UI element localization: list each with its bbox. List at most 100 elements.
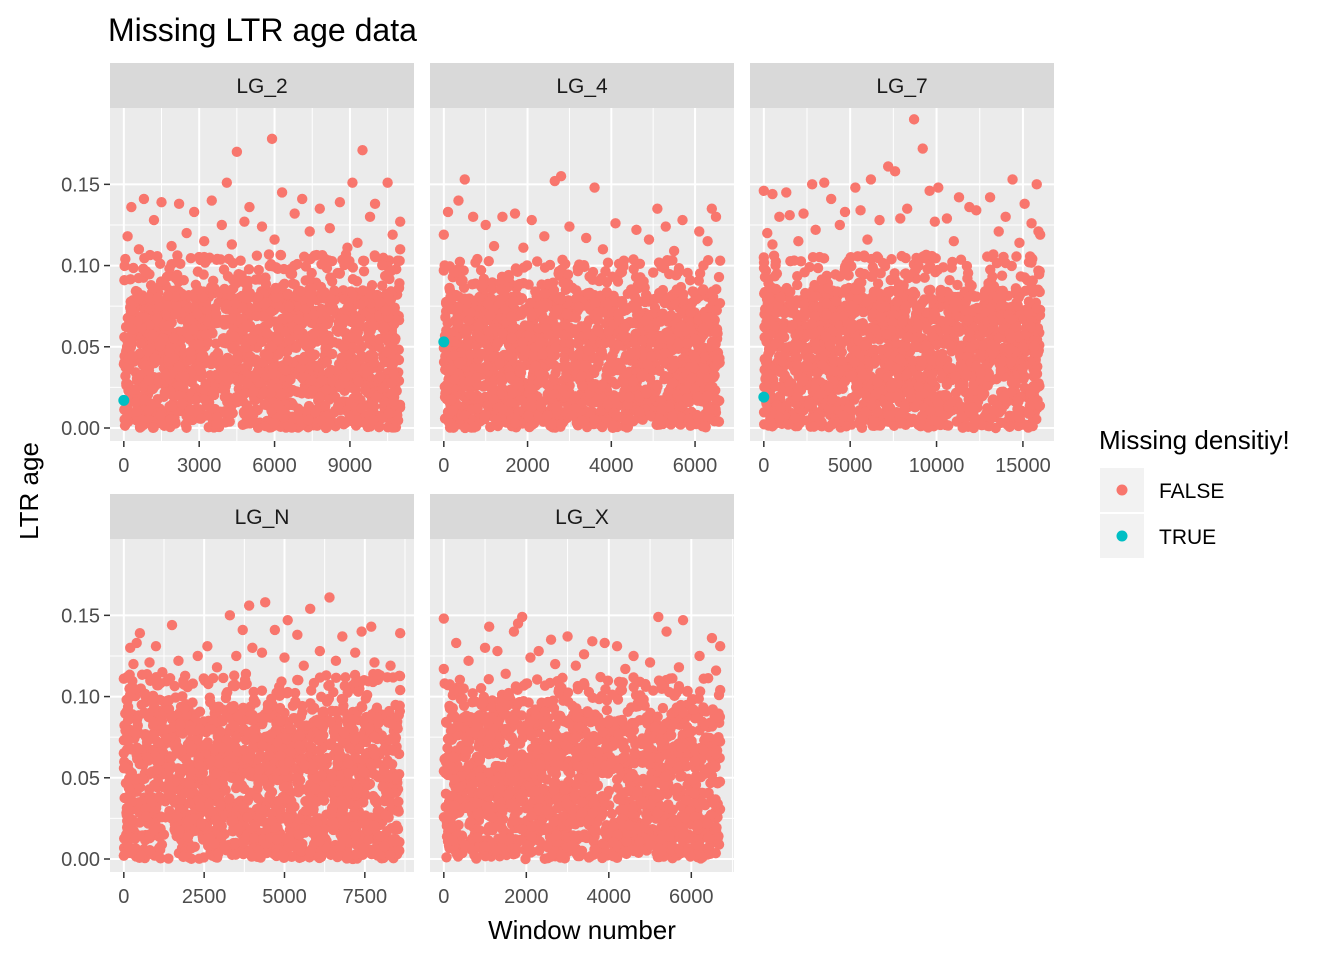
point-false [590,297,601,308]
point-false [636,278,647,289]
point-false [697,284,708,296]
point-false [881,401,892,412]
point-false [446,303,457,315]
point-false [179,371,190,382]
point-false [474,332,486,344]
point-false [291,342,302,353]
point-false [353,376,364,387]
point-false [199,257,211,268]
x-tick-label: 9000 [328,455,373,477]
point-false [574,302,585,313]
point-false [536,348,548,360]
point-false [913,381,924,393]
point-true [438,336,450,348]
point-false [219,283,230,295]
point-false [270,262,282,273]
point-false [459,174,470,185]
point-false [580,232,592,244]
point-false [318,335,329,347]
point-false [296,388,308,399]
point-false [248,386,259,398]
point-false [355,299,366,311]
point-false [444,282,455,294]
facet-lg-4: LG_40 2000 4000 6000 [430,63,734,477]
point-false [977,291,989,302]
point-false [199,236,210,247]
point-false [226,313,237,324]
point-false [181,422,192,433]
point-false [228,331,240,342]
point-false [438,265,450,276]
point-false [950,371,961,382]
point-false [285,374,296,385]
point-false [573,259,585,270]
point-false [667,411,678,422]
point-false [552,304,563,316]
point-false [539,300,550,311]
point-false [131,406,143,417]
point-false [507,387,519,399]
point-false [166,240,177,252]
point-false [572,338,583,349]
point-false [510,417,521,429]
point-false [458,293,470,305]
point-false [144,249,156,261]
point-false [497,403,508,415]
point-false [471,421,482,432]
point-false [637,335,648,346]
point-false [168,332,179,344]
point-false [193,339,205,350]
point-false [132,315,143,327]
point-false [202,316,213,327]
point-false [200,378,211,390]
point-false [221,299,233,310]
point-false [130,397,141,408]
point-false [557,383,568,395]
point-false [170,308,181,320]
point-false [453,357,465,369]
point-false [249,372,261,383]
point-false [584,271,595,282]
point-false [613,308,624,320]
point-false [792,391,803,403]
point-false [652,203,663,214]
point-false [210,308,222,319]
point-false [334,197,346,208]
point-false [184,314,196,325]
point-false [210,318,221,329]
point-false [143,365,155,376]
point-false [555,294,567,305]
x-tick-label: 6000 [673,455,718,477]
point-false [700,312,712,323]
point-false [448,422,459,433]
point-false [332,267,343,279]
point-false [597,307,608,318]
point-false [358,266,370,277]
point-false [494,358,505,369]
point-false [321,422,332,433]
point-false [269,234,280,245]
point-false [120,253,131,265]
point-false [1012,300,1023,311]
point-false [270,282,281,294]
point-false [168,353,180,364]
point-false [125,274,136,285]
point-false [159,369,171,381]
point-false [516,395,528,407]
point-false [694,226,705,237]
point-false [592,355,603,367]
point-false [1017,342,1029,353]
x-tick-label: 3000 [177,455,222,477]
point-false [714,255,726,266]
y-tick-label: 0.10 [61,256,100,278]
point-false [564,221,575,232]
point-false [486,384,498,396]
point-false [154,301,165,312]
point-false [304,226,315,237]
point-false [646,351,657,362]
point-false [634,406,645,418]
point-false [656,333,668,344]
point-false [379,357,390,368]
point-false [697,323,709,334]
